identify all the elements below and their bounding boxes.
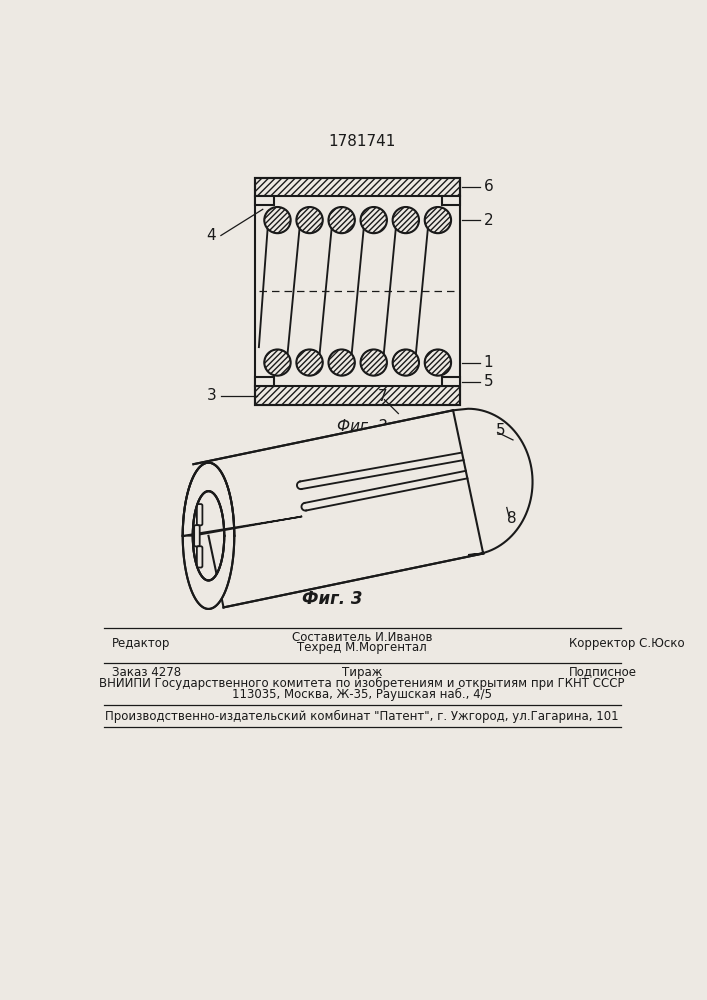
Circle shape xyxy=(264,349,291,376)
Text: Фиг. 2: Фиг. 2 xyxy=(337,419,387,434)
Polygon shape xyxy=(182,516,302,536)
Text: 2: 2 xyxy=(484,213,493,228)
Bar xyxy=(442,377,460,386)
Text: 113035, Москва, Ж-35, Раушская наб., 4/5: 113035, Москва, Ж-35, Раушская наб., 4/5 xyxy=(232,688,492,701)
Bar xyxy=(255,196,274,205)
Polygon shape xyxy=(182,463,234,609)
Circle shape xyxy=(392,349,419,376)
Polygon shape xyxy=(194,410,483,607)
Text: Составитель И.Иванов: Составитель И.Иванов xyxy=(292,631,432,644)
Bar xyxy=(255,345,460,377)
Text: 1781741: 1781741 xyxy=(328,134,396,149)
Polygon shape xyxy=(453,409,532,555)
Bar xyxy=(255,386,460,405)
Bar xyxy=(255,178,460,405)
Text: Редактор: Редактор xyxy=(112,637,170,650)
Circle shape xyxy=(264,207,291,233)
Text: ВНИИПИ Государственного комитета по изобретениям и открытиям при ГКНТ СССР: ВНИИПИ Государственного комитета по изоб… xyxy=(99,677,625,690)
FancyBboxPatch shape xyxy=(197,546,202,568)
Text: 5: 5 xyxy=(496,423,506,438)
FancyBboxPatch shape xyxy=(194,525,199,546)
Text: Фиг. 3: Фиг. 3 xyxy=(303,590,363,608)
Text: 7: 7 xyxy=(378,389,387,404)
Bar xyxy=(255,377,274,386)
Circle shape xyxy=(425,349,451,376)
Bar xyxy=(255,202,460,235)
Circle shape xyxy=(296,207,322,233)
FancyBboxPatch shape xyxy=(197,504,202,525)
Text: 8: 8 xyxy=(508,511,517,526)
Circle shape xyxy=(296,349,322,376)
Text: 5: 5 xyxy=(484,374,493,389)
Text: 1: 1 xyxy=(484,355,493,370)
Bar xyxy=(255,178,460,196)
Text: 3: 3 xyxy=(206,388,216,403)
Circle shape xyxy=(361,349,387,376)
Bar xyxy=(442,196,460,205)
Text: Производственно-издательский комбинат "Патент", г. Ужгород, ул.Гагарина, 101: Производственно-издательский комбинат "П… xyxy=(105,709,619,723)
Text: Корректор С.Юско: Корректор С.Юско xyxy=(569,637,684,650)
Text: Техред М.Моргентал: Техред М.Моргентал xyxy=(297,641,427,654)
Text: 6: 6 xyxy=(484,179,493,194)
Text: Тираж: Тираж xyxy=(341,666,382,679)
Text: Подписное: Подписное xyxy=(569,666,637,679)
Circle shape xyxy=(425,207,451,233)
Text: 4: 4 xyxy=(206,228,216,243)
Circle shape xyxy=(329,349,355,376)
Text: Заказ 4278: Заказ 4278 xyxy=(112,666,181,679)
Circle shape xyxy=(329,207,355,233)
Circle shape xyxy=(361,207,387,233)
Circle shape xyxy=(392,207,419,233)
